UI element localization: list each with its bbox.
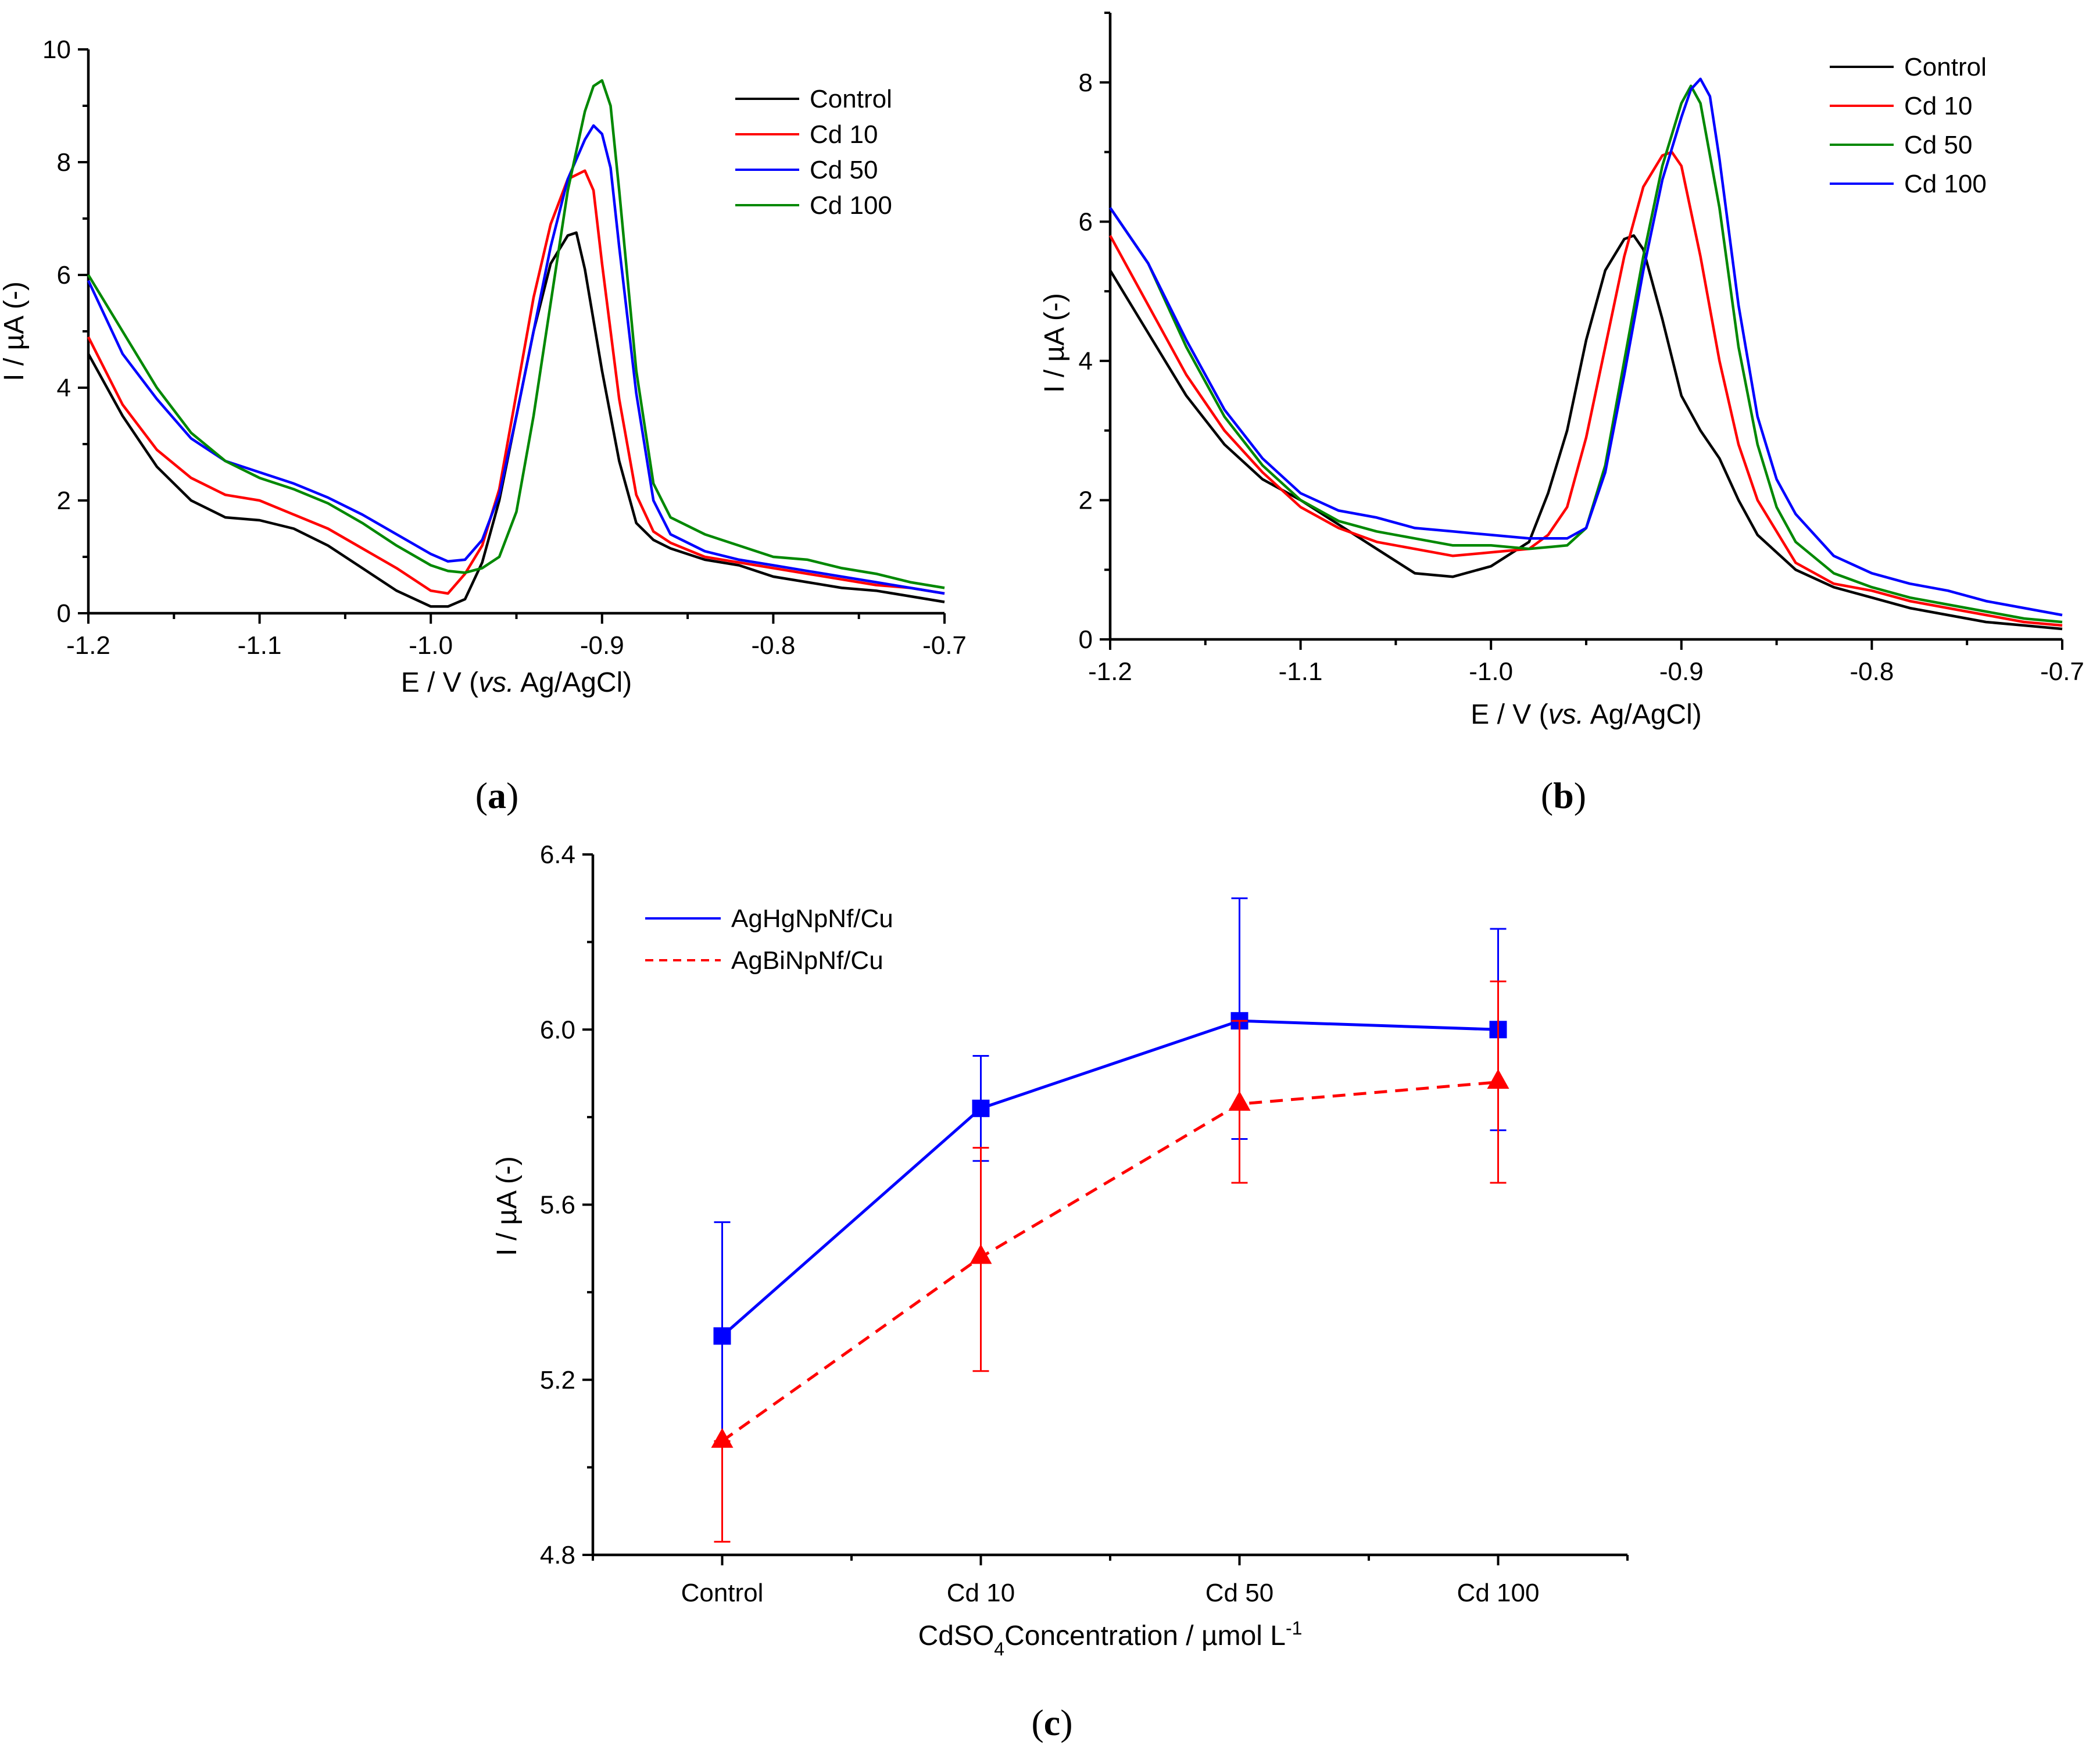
y-tick-label: 5.2	[540, 1366, 575, 1394]
legend-label: Cd 10	[810, 120, 878, 149]
data-point-triangle	[711, 1428, 734, 1448]
chart-panel-a: 0 2 4 6 8 10 -1.2 -1.1 -1.0 -0.9 -0.8 -0.7 I / µA (-…	[0, 35, 967, 816]
legend-entry: Cd 10	[735, 120, 878, 149]
x-tick-label: -0.9	[1659, 657, 1704, 686]
series-line	[87, 231, 945, 608]
legend-label: AgHgNpNf/Cu	[731, 904, 893, 933]
y-tick-label: 2	[1079, 486, 1093, 514]
legend-entry: Control	[1830, 53, 1987, 81]
y-axis-title: I / µA (-)	[0, 281, 30, 381]
y-tick-label: 10	[42, 35, 71, 64]
data-point-triangle	[1228, 1090, 1251, 1111]
series-cd-10	[87, 169, 945, 595]
x-tick-label: -1.2	[1088, 657, 1132, 686]
series-line	[1109, 151, 2063, 627]
y-tick-label: 2	[57, 487, 71, 515]
x-tick-label: -1.1	[1279, 657, 1323, 686]
series-line	[721, 1019, 1498, 1337]
chart-panel-c: 4.8 5.2 5.6 6.0 6.4 Control Cd 10 Cd 50 Cd 100 I …	[492, 841, 1629, 1743]
legend-entry: Cd 100	[1830, 170, 1987, 198]
y-tick-label: 4.8	[540, 1541, 575, 1569]
legend-entry: Cd 50	[1830, 131, 1972, 159]
x-tick-label: -0.7	[922, 631, 967, 660]
series-cd-50	[1109, 84, 2063, 624]
series-cd-10	[1109, 151, 2063, 627]
series-cd-50	[87, 124, 945, 595]
x-tick-label: -0.8	[751, 631, 795, 660]
y-tick-label: 6	[57, 261, 71, 289]
x-axis-title: E / V (vs. Ag/AgCl)	[1471, 699, 1701, 730]
series-line	[1109, 84, 2063, 624]
series-cd-100	[87, 79, 945, 589]
x-tick-label: -0.8	[1849, 657, 1894, 686]
legend-entry: AgBiNpNf/Cu	[645, 946, 883, 975]
legend-label: Control	[1904, 53, 1987, 81]
y-tick-label: 8	[57, 148, 71, 177]
data-point-square	[713, 1327, 731, 1345]
series-line	[87, 79, 945, 589]
y-tick-label: 8	[1079, 69, 1093, 97]
legend-label: Cd 100	[1904, 170, 1987, 198]
x-tick-label: -1.0	[409, 631, 453, 660]
y-tick-label: 6	[1079, 208, 1093, 236]
x-tick-label: -1.1	[238, 631, 282, 660]
x-tick-label: Cd 100	[1457, 1579, 1540, 1607]
data-point-triangle	[1487, 1069, 1509, 1089]
panel-label: (b)	[1541, 775, 1586, 816]
y-tick-label: 4	[1079, 347, 1093, 375]
y-tick-label: 4	[57, 374, 71, 402]
chart-panel-b: 0 2 4 6 8 -1.2 -1.1 -1.0 -0.9 -0.8 -0.7 I / µA (-) E…	[1039, 12, 2084, 816]
series-control	[87, 231, 945, 608]
x-tick-label: Cd 10	[947, 1579, 1015, 1607]
series-line	[721, 1081, 1498, 1443]
x-axis-title: CdSO4Concentration / µmol L-1	[918, 1618, 1303, 1660]
y-axis-title: I / µA (-)	[1039, 293, 1070, 393]
series-line	[87, 169, 945, 595]
legend-entry: AgHgNpNf/Cu	[645, 904, 893, 933]
series-line	[87, 124, 945, 595]
panel-label: (c)	[1031, 1702, 1072, 1743]
legend-label: Cd 50	[1904, 131, 1972, 159]
x-tick-label: -0.9	[580, 631, 624, 660]
series-cd-100	[1109, 77, 2063, 617]
legend-label: Cd 100	[810, 191, 892, 220]
x-axis-title: E / V (vs. Ag/AgCl)	[401, 667, 632, 698]
y-tick-label: 0	[57, 599, 71, 628]
y-axis-title: I / µA (-)	[492, 1156, 523, 1256]
x-tick-label: -1.0	[1469, 657, 1513, 686]
data-point-triangle	[969, 1244, 992, 1264]
legend-entry: Control	[735, 85, 892, 113]
y-tick-label: 5.6	[540, 1191, 575, 1219]
panel-label: (a)	[475, 775, 519, 816]
y-tick-label: 0	[1079, 625, 1093, 654]
x-tick-label: -1.2	[66, 631, 110, 660]
series-agbinpnf-cu	[711, 980, 1509, 1543]
y-tick-label: 6.4	[540, 841, 575, 869]
series-line	[1109, 77, 2063, 617]
x-tick-label: Control	[681, 1579, 764, 1607]
y-tick-label: 6.0	[540, 1015, 575, 1044]
legend-label: Cd 50	[810, 156, 878, 184]
legend-label: AgBiNpNf/Cu	[731, 946, 883, 975]
legend-label: Cd 10	[1904, 92, 1972, 120]
legend-entry: Cd 10	[1830, 92, 1972, 120]
x-tick-label: -0.7	[2040, 657, 2084, 686]
legend-entry: Cd 50	[735, 156, 878, 184]
x-tick-label: Cd 50	[1205, 1579, 1273, 1607]
data-point-square	[972, 1099, 990, 1117]
legend-entry: Cd 100	[735, 191, 892, 220]
legend-label: Control	[810, 85, 892, 113]
